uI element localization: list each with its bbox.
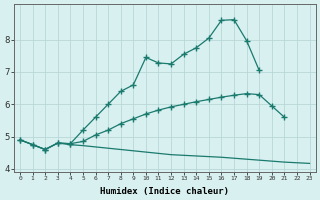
X-axis label: Humidex (Indice chaleur): Humidex (Indice chaleur) [100, 187, 229, 196]
